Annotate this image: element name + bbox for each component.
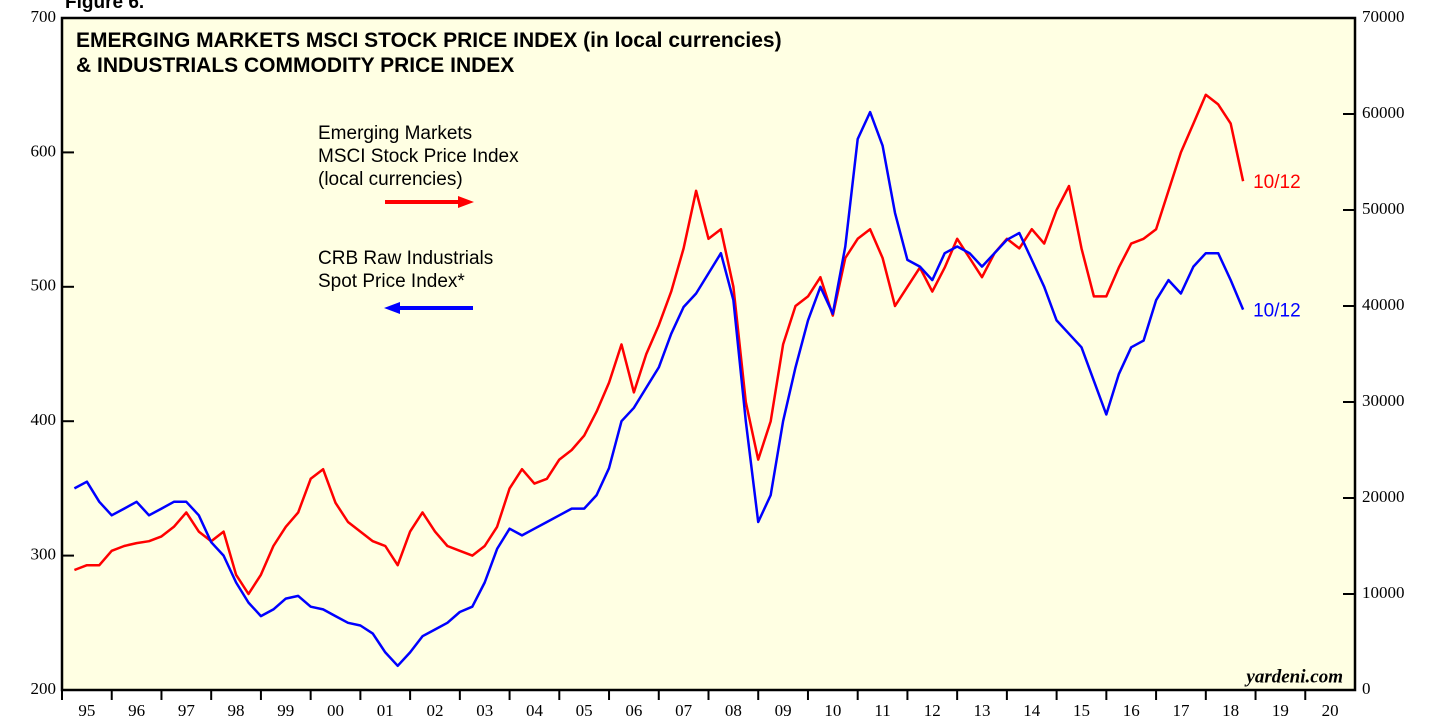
x-tick-label: 05	[576, 701, 593, 719]
annotation: 10/12	[1253, 172, 1301, 193]
x-tick-label: 01	[377, 701, 394, 719]
legend-arrowhead	[458, 196, 474, 208]
y2-tick-label: 40000	[1362, 295, 1405, 314]
x-tick-label: 04	[526, 701, 544, 719]
x-tick-label: 03	[476, 701, 493, 719]
x-tick-label: 19	[1272, 701, 1289, 719]
x-tick-label: 00	[327, 701, 344, 719]
legend-entry: Emerging Markets MSCI Stock Price Index …	[318, 123, 519, 190]
x-tick-label: 12	[924, 701, 941, 719]
x-tick-label: 99	[277, 701, 294, 719]
x-tick-label: 09	[775, 701, 792, 719]
legend-arrowhead	[384, 302, 400, 314]
y2-tick-label: 50000	[1362, 199, 1405, 218]
figure-label: Figure 6.	[65, 0, 144, 13]
y2-tick-label: 70000	[1362, 7, 1405, 26]
y-tick-label: 700	[31, 7, 57, 26]
x-tick-label: 95	[78, 701, 95, 719]
plot-frame	[60, 16, 1357, 692]
x-tick-label: 17	[1172, 701, 1190, 719]
x-tick-label: 16	[1123, 701, 1140, 719]
y2-tick-label: 30000	[1362, 391, 1405, 410]
y2-tick-label: 0	[1362, 679, 1371, 698]
x-tick-label: 15	[1073, 701, 1090, 719]
x-tick-label: 20	[1322, 701, 1339, 719]
y2-tick-label: 60000	[1362, 103, 1405, 122]
source: yardeni.com	[1244, 666, 1343, 687]
x-tick-label: 08	[725, 701, 742, 719]
y-tick-label: 300	[31, 545, 57, 564]
y-tick-label: 600	[31, 141, 57, 160]
x-tick-label: 02	[426, 701, 443, 719]
series-line	[73, 93, 1245, 596]
x-tick-label: 97	[178, 701, 196, 719]
series-line	[73, 110, 1245, 668]
x-tick-label: 96	[128, 701, 145, 719]
plot-background	[62, 18, 1355, 690]
x-tick-label: 13	[974, 701, 991, 719]
y-tick-label: 400	[31, 410, 57, 429]
x-tick-label: 06	[625, 701, 642, 719]
y2-tick-label: 10000	[1362, 583, 1405, 602]
x-tick-label: 11	[874, 701, 890, 719]
y-tick-label: 500	[31, 276, 57, 295]
x-tick-label: 07	[675, 701, 693, 719]
annotation: 10/12	[1253, 301, 1301, 322]
x-tick-label: 98	[228, 701, 245, 719]
y2-tick-label: 20000	[1362, 487, 1405, 506]
y-tick-label: 200	[31, 679, 57, 698]
x-tick-label: 10	[824, 701, 841, 719]
chart-title: EMERGING MARKETS MSCI STOCK PRICE INDEX …	[76, 29, 782, 77]
legend-entry: CRB Raw Industrials Spot Price Index*	[318, 248, 494, 292]
x-tick-label: 14	[1023, 701, 1041, 719]
x-tick-label: 18	[1222, 701, 1239, 719]
